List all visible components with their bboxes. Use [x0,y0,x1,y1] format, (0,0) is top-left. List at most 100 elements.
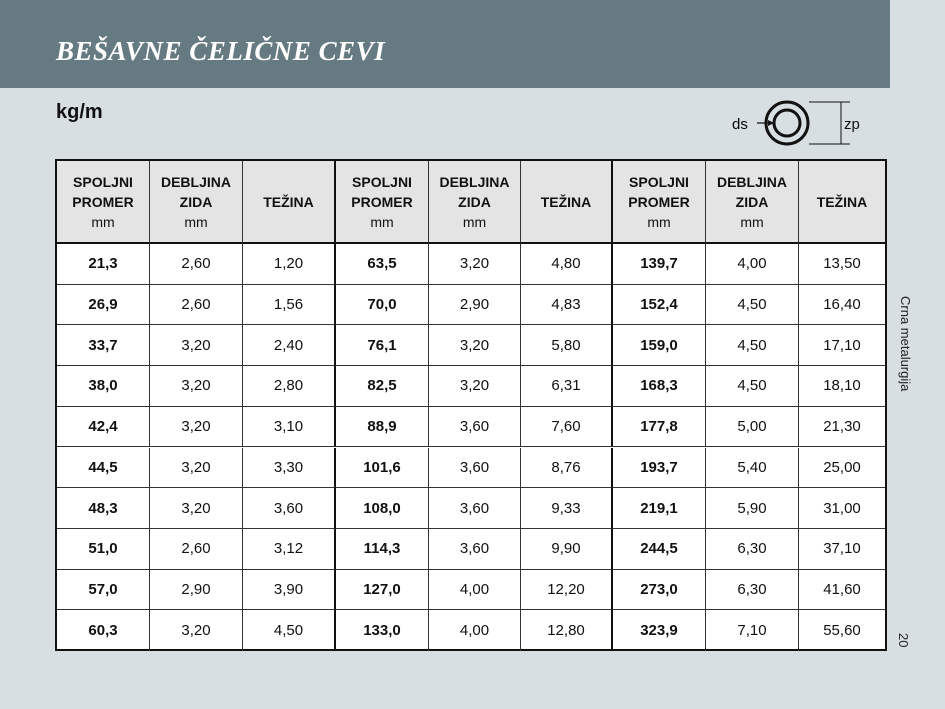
table-cell: 1,56 [243,284,336,326]
cell-text: 57,0 [88,580,118,598]
header-cell: DEBLJINA ZIDA mm [150,161,243,244]
table-cell: 2,40 [243,325,336,367]
cell-text: 3,20 [181,499,211,517]
cell-text: 3,20 [181,418,211,436]
cell-text: 3,30 [273,458,304,476]
cell-text: 7,60 [551,418,581,436]
header-cell: TEŽINA [799,161,885,244]
table-cell: 1,20 [243,244,336,285]
table-cell: 60,3 [57,610,150,651]
table-cell: 3,30 [243,447,336,489]
cell-text: 3,20 [459,255,490,273]
cell-text: 51,0 [88,540,118,558]
table-cell: 3,20 [150,610,243,651]
cell-text: 3,60 [459,458,490,476]
header-text: SPOLJNI [352,173,412,190]
header-text: PROMER [628,193,690,210]
table-cell: 3,20 [150,488,243,529]
cell-text: 2,40 [273,336,304,354]
table-cell: 4,00 [429,610,521,651]
table-cell: 2,90 [150,569,243,611]
cell-text: 6,30 [737,580,767,598]
header-text: DEBLJINA [439,173,510,190]
cell-text: 70,0 [367,296,397,314]
cell-text: 31,00 [823,499,861,517]
header-text: PROMER [351,193,413,210]
cell-text: 3,10 [273,418,304,436]
header-text: DEBLJINA [716,173,787,190]
side-text: Crna metalurgija [898,296,913,392]
header-unit: mm [370,213,394,230]
cell-text: 127,0 [363,580,401,598]
cell-text: 244,5 [640,540,678,558]
table-cell: 63,5 [336,244,429,285]
header-unit: mm [91,213,115,230]
header-cell: DEBLJINA ZIDA mm [429,161,521,244]
cell-text: 4,50 [737,377,767,395]
cell-text: 3,90 [273,580,304,598]
table-cell: 4,50 [243,610,336,651]
cell-text: 3,60 [459,499,490,517]
table-cell: 25,00 [799,448,885,489]
arrowhead [768,120,774,126]
cell-text: 2,60 [181,296,211,314]
table-cell: 4,50 [706,284,799,326]
cell-text: 21,3 [88,255,118,273]
table-cell: 133,0 [336,610,429,651]
table-cell: 3,20 [429,244,521,285]
cell-text: 38,0 [88,377,118,395]
table-cell: 193,7 [613,447,706,489]
table-cell: 6,31 [521,366,613,407]
cell-text: 101,6 [363,458,401,476]
cell-text: 3,60 [459,540,490,558]
table-cell: 3,60 [429,447,521,489]
table-cell: 2,60 [150,528,243,570]
table-cell: 51,0 [57,528,150,570]
table-cell: 2,60 [150,284,243,326]
cell-text: 2,90 [181,580,211,598]
table-cell: 177,8 [613,406,706,448]
header-text: TEŽINA [263,193,314,210]
table-cell: 273,0 [613,569,706,611]
title: BEŠAVNE ČELIČNE CEVI [56,36,386,66]
table-cell: 4,50 [706,325,799,367]
table-cell: 3,60 [429,528,521,570]
cell-text: 1,56 [273,296,304,314]
header-cell: TEŽINA [243,161,336,244]
table-cell: 6,30 [706,569,799,611]
header-text: PROMER [72,193,134,210]
cell-text: 3,20 [181,622,211,640]
table-cell: 12,20 [521,569,613,611]
table-cell: 3,20 [429,325,521,367]
pipe-diagram: ds zp [732,100,860,146]
cell-text: 12,80 [547,622,585,640]
cell-text: 4,00 [459,580,490,598]
table-cell: 3,10 [243,406,336,448]
table-cell: 4,50 [706,366,799,407]
table-cell: 6,30 [706,528,799,570]
cell-text: 3,20 [181,458,211,476]
table-cell: 3,12 [243,528,336,570]
table-cell: 2,80 [243,366,336,407]
cell-text: 26,9 [88,296,118,314]
table-cell: 55,60 [799,610,885,651]
table-cell: 127,0 [336,569,429,611]
cell-text: 1,20 [273,255,304,273]
table-cell: 21,30 [799,407,885,448]
cell-text: 114,3 [363,540,401,558]
table-cell: 38,0 [57,366,150,407]
table-cell: 7,10 [706,610,799,651]
cell-text: 2,60 [181,255,211,273]
cell-text: 5,90 [737,499,767,517]
cell-text: 6,31 [551,377,581,395]
table-cell: 3,20 [150,406,243,448]
table-cell: 114,3 [336,528,429,570]
cell-text: 3,60 [459,418,490,436]
table-cell: 5,40 [706,447,799,489]
cell-text: 9,33 [551,499,581,517]
cell-text: 37,10 [823,540,861,558]
table-cell: 101,6 [336,447,429,489]
cell-text: 139,7 [640,255,678,273]
cell-text: 18,10 [823,377,861,395]
cell-text: 4,83 [551,296,581,314]
